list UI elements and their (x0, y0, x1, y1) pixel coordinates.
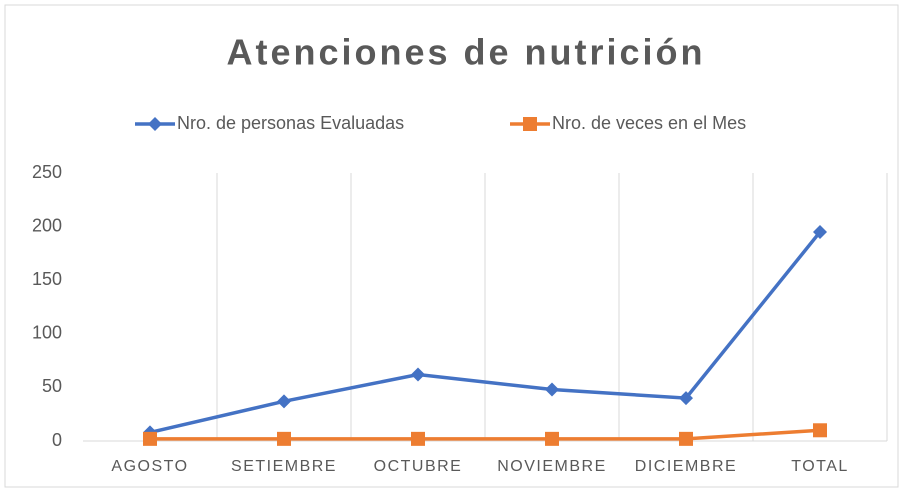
marker (813, 423, 827, 438)
series-line (150, 428, 821, 441)
x-tick-label: OCTUBRE (374, 458, 463, 475)
marker (143, 431, 157, 446)
chart-title: Atenciones de nutrición (226, 32, 705, 73)
y-tick-label: 250 (32, 162, 62, 182)
x-tick-label: DICIEMBRE (635, 458, 737, 475)
marker (148, 117, 162, 131)
x-tick-label: NOVIEMBRE (497, 458, 607, 475)
marker (411, 431, 425, 446)
x-tick-label: AGOSTO (111, 458, 188, 475)
x-tick-label: SETIEMBRE (231, 458, 337, 475)
y-tick-label: 150 (32, 269, 62, 289)
y-tick-label: 50 (42, 376, 62, 396)
marker (545, 382, 559, 397)
marker (679, 431, 693, 446)
marker (813, 224, 827, 239)
marker (277, 394, 291, 409)
y-tick-label: 200 (32, 215, 62, 235)
x-tick-label: TOTAL (791, 458, 849, 475)
chart-border (4, 4, 899, 488)
marker (411, 367, 425, 382)
marker (523, 117, 537, 131)
marker (277, 431, 291, 446)
legend-label: Nro. de veces en el Mes (552, 113, 746, 133)
y-tick-label: 100 (32, 323, 62, 343)
marker (545, 431, 559, 446)
y-tick-label: 0 (52, 430, 62, 450)
legend-label: Nro. de personas Evaluadas (177, 113, 404, 133)
marker (679, 391, 693, 406)
series-line (149, 230, 822, 435)
